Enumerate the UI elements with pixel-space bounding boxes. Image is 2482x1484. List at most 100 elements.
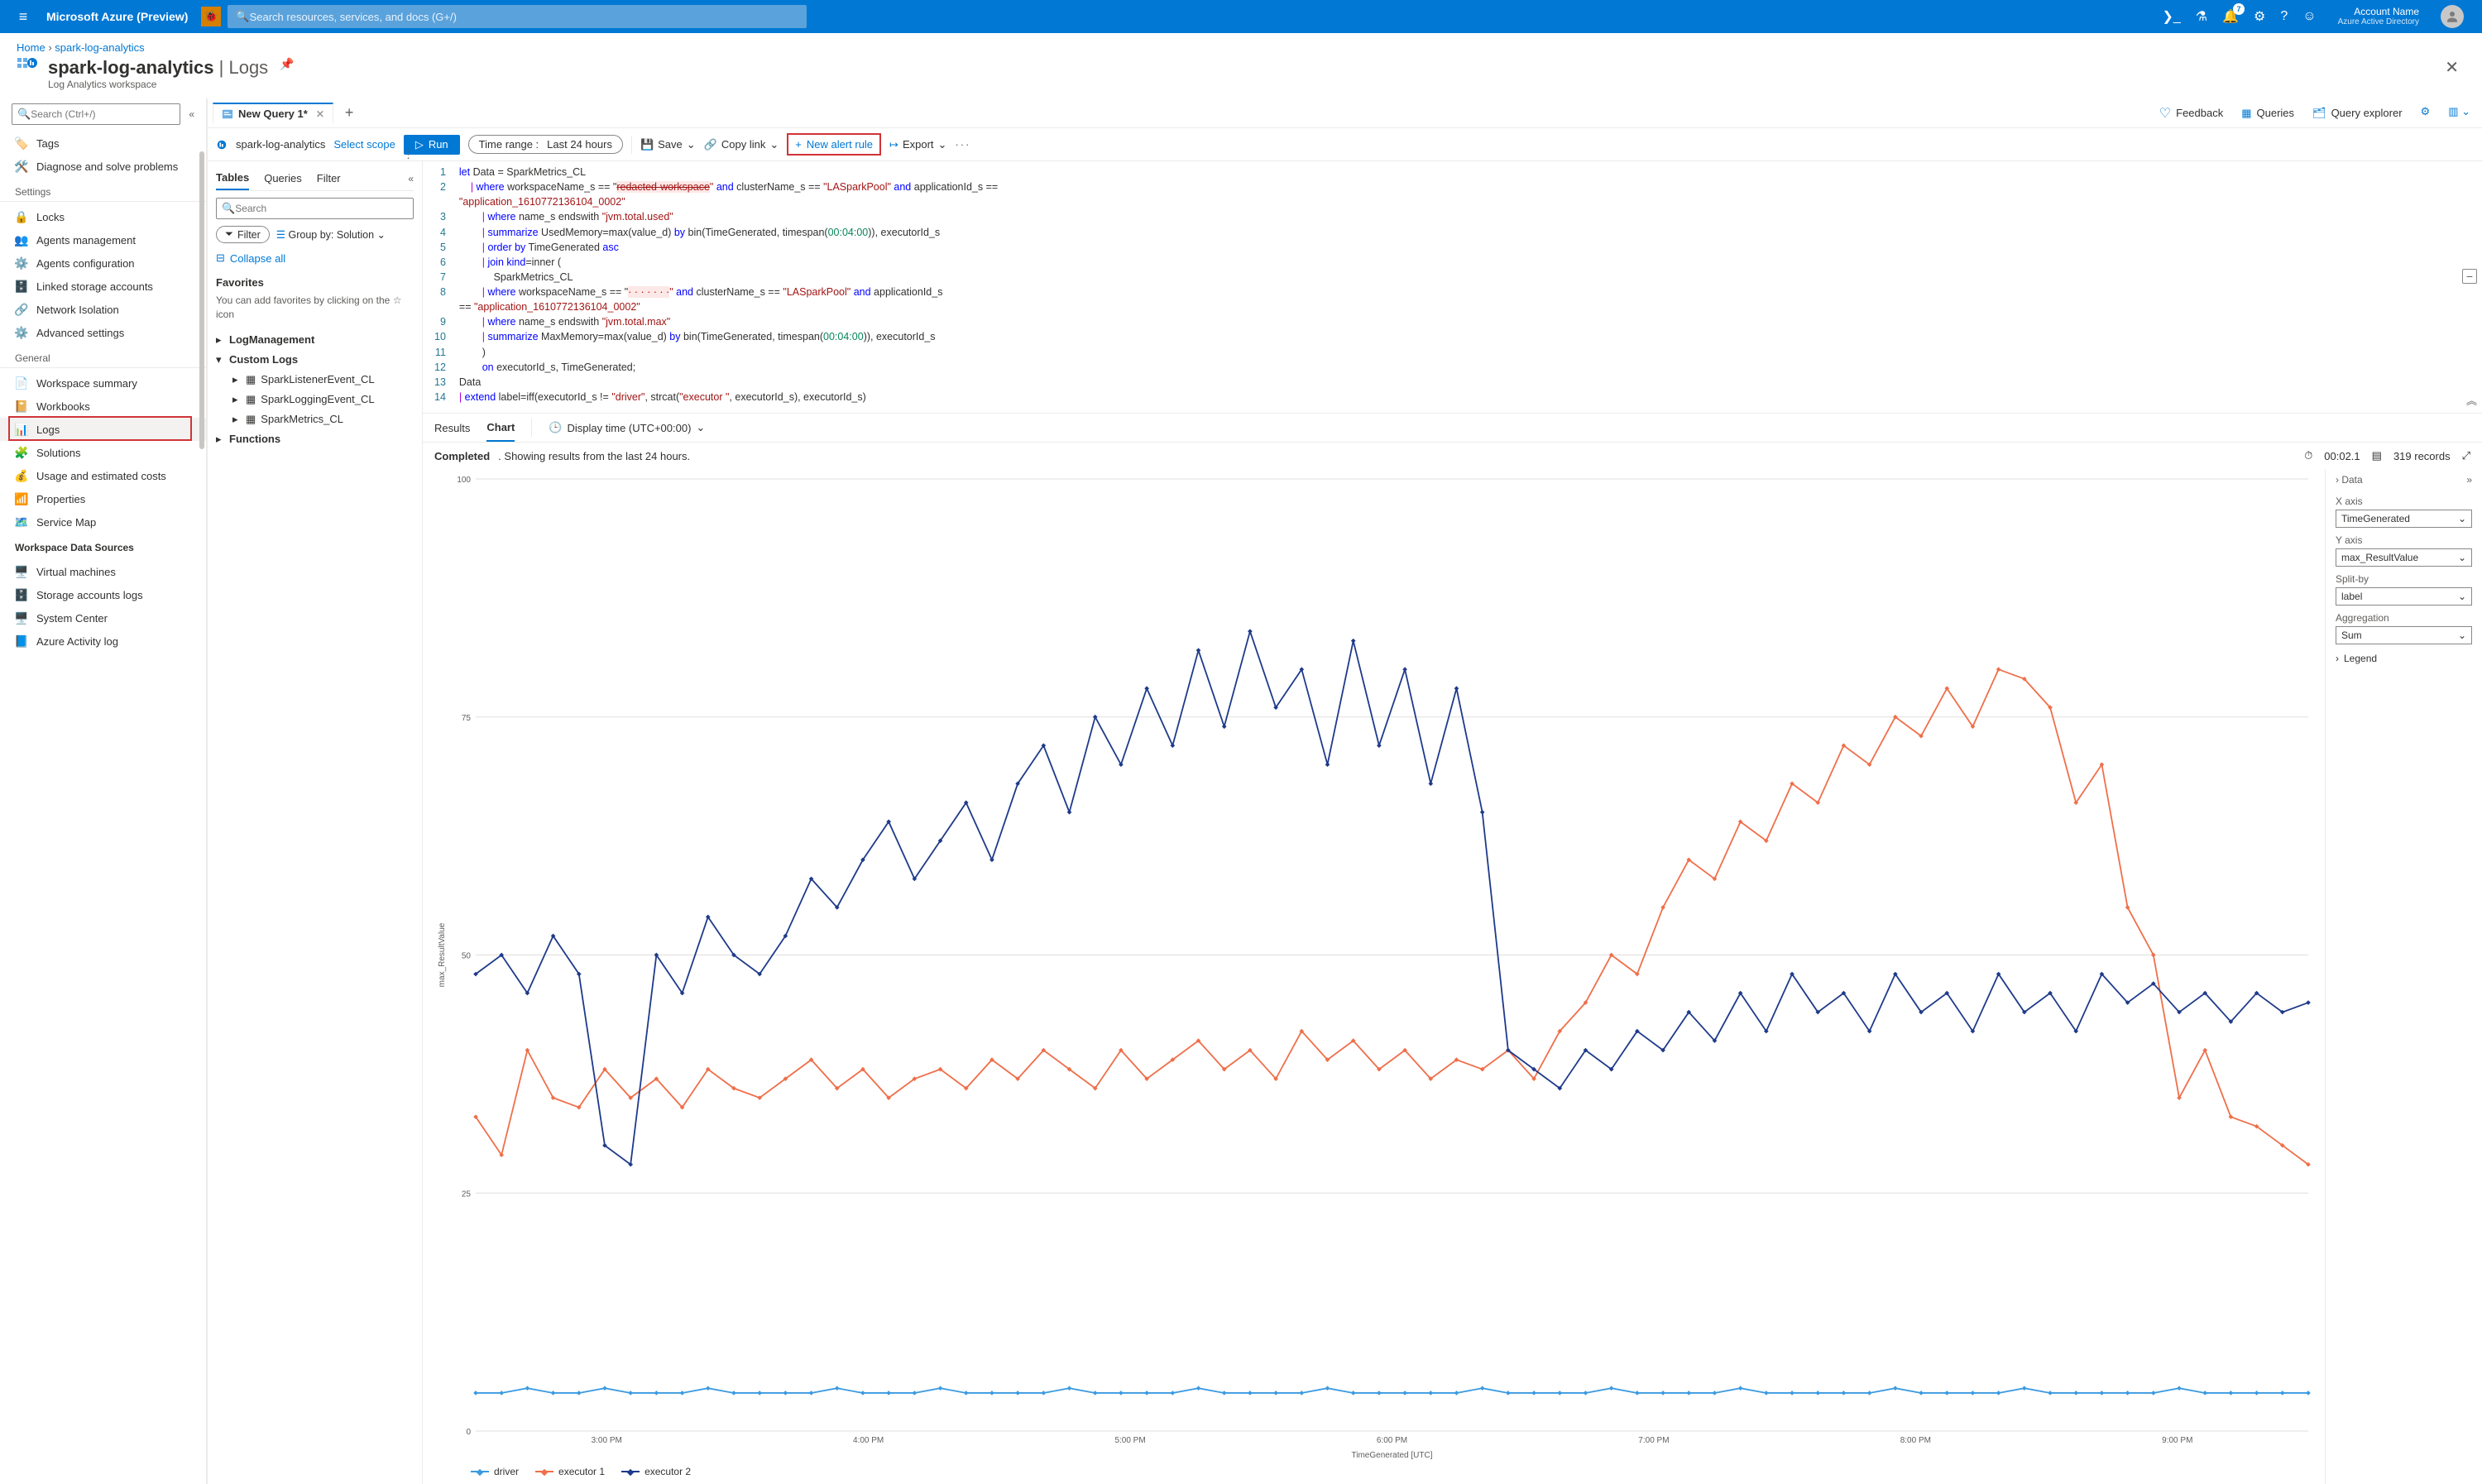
sidebar-item-azure-activity-log[interactable]: 📘Azure Activity log [0,630,206,653]
tree-table-sparklistenerevent_cl[interactable]: ▸▦SparkListenerEvent_CL [216,370,414,390]
feedback-smile-icon[interactable]: ☺ [2302,9,2316,24]
aggregation-select[interactable]: Sum⌄ [2336,626,2472,644]
add-tab-icon[interactable]: + [337,104,362,122]
copy-link-button[interactable]: 🔗Copy link⌄ [704,138,779,151]
save-button[interactable]: 💾Save⌄ [640,138,696,151]
display-time-selector[interactable]: 🕒Display time (UTC+00:00)⌄ [549,421,705,434]
chevron-down-icon: ⌄ [2458,552,2466,563]
preview-bug-icon[interactable]: 🐞 [201,7,221,26]
tree-group-custom-logs[interactable]: ▾Custom Logs [216,350,414,370]
settings-gear-icon[interactable]: ⚙ [2254,8,2265,25]
nav-item-label: Virtual machines [36,566,116,578]
tables-search-input[interactable] [235,203,408,214]
filter-pill[interactable]: ⏷Filter [216,226,270,243]
legend-toggle[interactable]: › Legend [2336,653,2472,664]
settings-gear-icon[interactable]: ⚙ [2421,105,2431,122]
directory-filter-icon[interactable]: ⚗ [2196,8,2207,25]
select-scope-link[interactable]: Select scope [333,138,395,151]
tab-filter[interactable]: Filter [317,167,341,189]
kebab-icon[interactable]: ⋮ [403,148,414,161]
breadcrumb: Home › spark-log-analytics [0,33,2482,57]
y-axis-select[interactable]: max_ResultValue⌄ [2336,548,2472,567]
panel-layout-icon[interactable]: ▥ ⌄ [2448,105,2470,122]
help-icon[interactable]: ? [2280,9,2288,24]
pin-icon[interactable]: 📌 [280,57,294,71]
legend-item[interactable]: executor 2 [621,1466,691,1477]
scrollbar[interactable] [199,151,204,449]
collapse-all-link[interactable]: ⊟Collapse all [216,251,414,265]
fold-region-icon[interactable]: − [2462,269,2477,284]
notifications-icon[interactable]: 🔔7 [2222,8,2239,25]
sidebar-item-agents-management[interactable]: 👥Agents management [0,228,206,251]
expand-up-icon[interactable]: ︽ [2466,394,2477,409]
sidebar-item-system-center[interactable]: 🖥️System Center [0,606,206,630]
cloud-shell-icon[interactable]: ❯_ [2162,8,2180,25]
editor-code[interactable]: let Data = SparkMetrics_CL | where works… [453,161,2482,408]
chart-svg: 02550751003:00 PM4:00 PM5:00 PM6:00 PM7:… [434,472,2317,1461]
sidebar-item-properties[interactable]: 📶Properties [0,487,206,510]
tree-group-functions[interactable]: ▸Functions [216,429,414,449]
hamburger-menu-icon[interactable]: ≡ [7,8,40,26]
export-button[interactable]: ↦Export⌄ [889,138,946,151]
sidebar-item-solutions[interactable]: 🧩Solutions [0,441,206,464]
result-status-row: Completed . Showing results from the las… [423,443,2482,469]
tab-tables[interactable]: Tables [216,166,249,190]
close-tab-icon[interactable]: ✕ [316,108,324,120]
tree-group-logmanagement[interactable]: ▸LogManagement [216,330,414,350]
time-range-chip[interactable]: Time range : Last 24 hours [468,135,623,154]
expand-props-icon[interactable]: » [2466,474,2472,486]
breadcrumb-home[interactable]: Home [17,41,46,54]
chevron-down-icon: ⌄ [2458,591,2466,602]
avatar-icon[interactable] [2441,5,2464,28]
nav-item-icon: 🔒 [15,210,28,223]
breadcrumb-current[interactable]: spark-log-analytics [55,41,144,54]
tab-queries[interactable]: Queries [264,167,302,189]
sidebar-item-workspace-summary[interactable]: 📄Workspace summary [0,371,206,395]
sidebar-item-linked-storage-accounts[interactable]: 🗄️Linked storage accounts [0,275,206,298]
sidebar-item-usage-and-estimated-costs[interactable]: 💰Usage and estimated costs [0,464,206,487]
tree-table-sparkloggingevent_cl[interactable]: ▸▦SparkLoggingEvent_CL [216,390,414,409]
collapse-nav-icon[interactable]: « [189,108,194,120]
legend-item[interactable]: driver [471,1466,519,1477]
expand-icon[interactable]: ⤢ [2462,449,2470,462]
query-tab[interactable]: New Query 1* ✕ [213,103,333,123]
tree-table-sparkmetrics_cl[interactable]: ▸▦SparkMetrics_CL [216,409,414,429]
sidebar-item-virtual-machines[interactable]: 🖥️Virtual machines [0,560,206,583]
brand-label: Microsoft Azure (Preview) [46,10,188,23]
sidebar-item-locks[interactable]: 🔒Locks [0,205,206,228]
sidebar-item-storage-accounts-logs[interactable]: 🗄️Storage accounts logs [0,583,206,606]
left-nav-search[interactable]: 🔍 [12,103,180,125]
tables-search[interactable]: 🔍 [216,198,414,219]
more-menu-icon[interactable]: ··· [955,138,970,151]
elapsed: 00:02.1 [2324,450,2360,462]
account-block[interactable]: Account Name Azure Active Directory [2338,7,2419,26]
legend-item[interactable]: executor 1 [535,1466,605,1477]
sidebar-item-advanced-settings[interactable]: ⚙️Advanced settings [0,321,206,344]
nav-item-label: Service Map [36,516,96,529]
sidebar-item-service-map[interactable]: 🗺️Service Map [0,510,206,534]
sidebar-item-workbooks[interactable]: 📔Workbooks [0,395,206,418]
chart-props-data-label[interactable]: › Data [2336,474,2363,486]
query-explorer-button[interactable]: 🗂Query explorer [2312,105,2403,122]
left-search-input[interactable] [31,108,175,120]
kql-editor[interactable]: 1234567891011121314 let Data = SparkMetr… [423,161,2482,413]
close-icon[interactable]: ✕ [2445,57,2465,78]
chart-tab[interactable]: Chart [486,414,515,442]
new-alert-rule-button[interactable]: +New alert rule [787,133,881,156]
svg-text:6:00 PM: 6:00 PM [1377,1436,1407,1445]
groupby-label[interactable]: ☰ Group by: Solution ⌄ [276,228,386,241]
global-search[interactable]: 🔍 [228,5,807,28]
sidebar-item-agents-configuration[interactable]: ⚙️Agents configuration [0,251,206,275]
global-search-input[interactable] [250,11,799,23]
sidebar-item-tags[interactable]: 🏷️Tags [0,132,206,155]
sidebar-item-logs[interactable]: 📊Logs [0,418,206,441]
sidebar-item-diagnose-and-solve-problems[interactable]: 🛠️Diagnose and solve problems [0,155,206,178]
nav-item-label: Workspace summary [36,377,137,390]
collapse-tables-icon[interactable]: « [408,173,414,184]
splitby-select[interactable]: label⌄ [2336,587,2472,606]
x-axis-select[interactable]: TimeGenerated⌄ [2336,510,2472,528]
sidebar-item-network-isolation[interactable]: 🔗Network Isolation [0,298,206,321]
results-tab[interactable]: Results [434,415,470,441]
feedback-button[interactable]: ♡Feedback [2159,105,2223,122]
queries-button[interactable]: ▦Queries [2241,105,2294,122]
